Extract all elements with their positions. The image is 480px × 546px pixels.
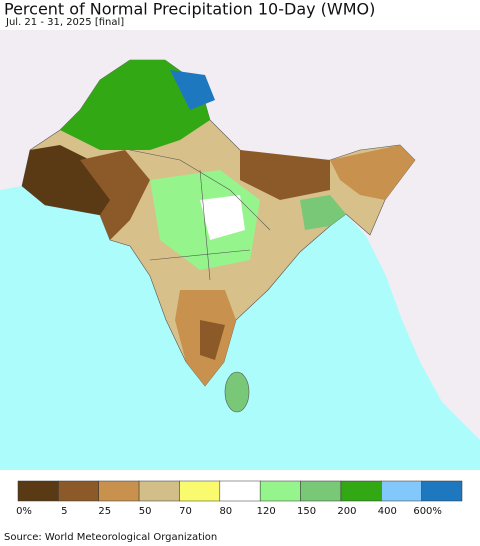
dry-patch [330, 145, 415, 200]
legend-label: 50 [139, 506, 152, 517]
legend-label: 400 [378, 506, 397, 517]
legend-label: 600% [413, 506, 442, 517]
title: Percent of Normal Precipitation 10-Day (… [4, 0, 375, 19]
legend-swatch [300, 480, 342, 502]
island [224, 371, 250, 413]
normal-patch [200, 195, 245, 240]
subtitle: Jul. 21 - 31, 2025 [final] [5, 17, 124, 28]
legend-swatch [179, 480, 221, 502]
legend-swatch [381, 480, 422, 502]
borders [129, 149, 271, 281]
legend-label: 80 [219, 506, 232, 517]
legend-swatch [421, 480, 463, 502]
legend: 0% 5 25 50 70 80 120 150 200 400 600% [16, 480, 463, 517]
wet-patch [60, 60, 210, 150]
legend-swatch [138, 480, 180, 502]
map [0, 30, 480, 470]
dry-patch [240, 150, 330, 200]
legend-label: 120 [257, 506, 276, 517]
sea [0, 186, 480, 470]
legend-label: 5 [61, 506, 67, 517]
title-band [0, 0, 480, 30]
legend-swatch [340, 480, 382, 502]
legend-label: 70 [179, 506, 192, 517]
source: Source: World Meteorological Organizatio… [4, 532, 217, 543]
legend-label: 0% [16, 506, 32, 517]
wet-patch [300, 195, 346, 230]
legend-swatch [219, 480, 261, 502]
very-wet-patch [170, 70, 215, 110]
legend-swatch [58, 480, 99, 502]
legend-swatch [259, 480, 301, 502]
legend-swatch [17, 480, 59, 502]
legend-label: 200 [337, 506, 356, 517]
legend-swatch [98, 480, 140, 502]
legend-label: 150 [297, 506, 316, 517]
legend-label: 25 [98, 506, 111, 517]
dry-patch [80, 150, 150, 240]
dry-patch [200, 320, 225, 360]
